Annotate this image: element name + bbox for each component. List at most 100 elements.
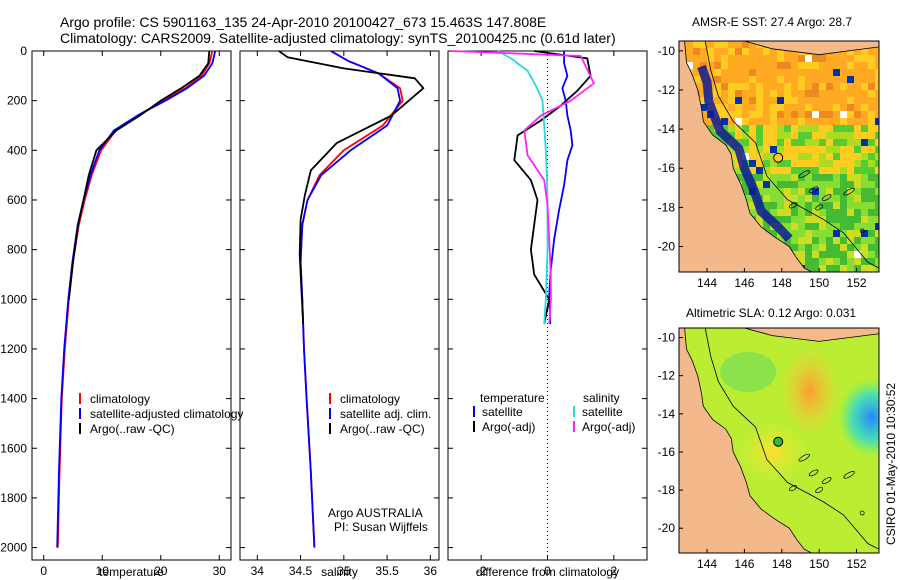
sst-cell <box>861 97 868 104</box>
sst-cell <box>735 167 742 174</box>
sst-cell <box>875 188 879 195</box>
sst-cell <box>777 90 784 97</box>
sst-cell <box>812 97 819 104</box>
sst-cell <box>777 76 784 83</box>
sst-cell <box>742 69 749 76</box>
sst-cell <box>798 132 805 139</box>
sla-map: 144 146 148 150 152 -10 -12 -14 -16 -18 -20 <box>658 327 880 571</box>
sst-cell <box>840 167 847 174</box>
sst-cell <box>784 153 791 160</box>
reef-island <box>859 228 865 234</box>
sst-cell <box>798 83 805 90</box>
sst-cell <box>784 62 791 69</box>
sst-cell <box>784 188 791 195</box>
sst-cell <box>798 153 805 160</box>
reef-island <box>815 204 824 211</box>
sst-cell <box>854 97 861 104</box>
sst-cell <box>868 251 875 258</box>
sst-cell <box>819 244 826 251</box>
sst-cell <box>728 76 735 83</box>
sst-cell <box>833 244 840 251</box>
y-tick-label: -14 <box>658 122 676 136</box>
series-line-salinity-satellite <box>497 50 549 325</box>
sst-cell <box>812 146 819 153</box>
sst-cell <box>826 230 833 237</box>
sst-cell <box>875 167 879 174</box>
legend-label: satellite-adjusted climatology <box>90 407 243 421</box>
sst-cell <box>854 104 861 111</box>
sst-cell <box>812 90 819 97</box>
sst-cell <box>833 118 840 125</box>
sst-cell <box>847 244 854 251</box>
sst-cell <box>840 118 847 125</box>
sst-cell <box>770 146 777 153</box>
sst-cell <box>784 223 791 230</box>
sst-cell <box>812 209 819 216</box>
sst-cell <box>798 118 805 125</box>
y-tick-label: 1200 <box>0 342 27 356</box>
sst-cell <box>819 209 826 216</box>
sst-cell <box>854 195 861 202</box>
sst-cell <box>763 97 770 104</box>
sst-cell <box>798 195 805 202</box>
sst-cell <box>861 195 868 202</box>
sst-cell <box>847 265 854 272</box>
sst-cell <box>868 237 875 244</box>
sst-cell <box>875 202 879 209</box>
map-frame <box>678 40 880 273</box>
sst-cell <box>756 216 763 223</box>
sst-cell <box>798 188 805 195</box>
reef-island <box>821 477 832 484</box>
sst-cell <box>819 62 826 69</box>
sla-map-title: Altimetric SLA: 0.12 Argo: 0.031 <box>686 306 856 320</box>
sst-cell <box>700 90 707 97</box>
sst-cell <box>875 76 879 83</box>
sst-cell <box>742 188 749 195</box>
sst-cell <box>798 62 805 69</box>
sst-cell <box>798 202 805 209</box>
y-tick-label: 1400 <box>0 392 27 406</box>
sst-cell <box>812 237 819 244</box>
sst-cell <box>847 104 854 111</box>
sst-cell <box>854 90 861 97</box>
reef-contour <box>704 328 879 550</box>
legend-label: satellite adj. clim. <box>340 407 431 421</box>
sst-cell <box>693 55 700 62</box>
sst-cell <box>805 55 812 62</box>
sst-cell <box>742 76 749 83</box>
sst-cell <box>861 153 868 160</box>
sst-cell <box>819 69 826 76</box>
sst-cell <box>770 132 777 139</box>
sst-cell <box>707 69 714 76</box>
land-mass <box>679 41 812 272</box>
sst-cell <box>840 90 847 97</box>
sst-cell <box>721 83 728 90</box>
sst-cell <box>875 216 879 223</box>
sst-cell <box>847 97 854 104</box>
sst-cell <box>826 104 833 111</box>
sla-warm-anomaly <box>737 421 808 482</box>
sst-cell <box>798 160 805 167</box>
sst-cell <box>812 195 819 202</box>
sst-cell <box>770 195 777 202</box>
sst-cell <box>791 104 798 111</box>
sst-cell <box>861 76 868 83</box>
y-tick-label: -18 <box>658 483 676 497</box>
y-tick-label: -16 <box>658 161 676 175</box>
sst-cell <box>826 153 833 160</box>
sst-cell <box>784 174 791 181</box>
sst-cell <box>812 118 819 125</box>
sst-cell <box>875 139 879 146</box>
sst-cell <box>847 167 854 174</box>
sst-cell <box>812 83 819 90</box>
sst-cell <box>854 153 861 160</box>
sst-cell <box>784 139 791 146</box>
sst-cell <box>735 174 742 181</box>
sst-cell <box>868 209 875 216</box>
sla-map-content <box>679 328 879 553</box>
sst-cell <box>763 62 770 69</box>
sst-cell <box>763 167 770 174</box>
sst-cell <box>833 83 840 90</box>
sst-cell <box>854 160 861 167</box>
sst-cell <box>749 139 756 146</box>
